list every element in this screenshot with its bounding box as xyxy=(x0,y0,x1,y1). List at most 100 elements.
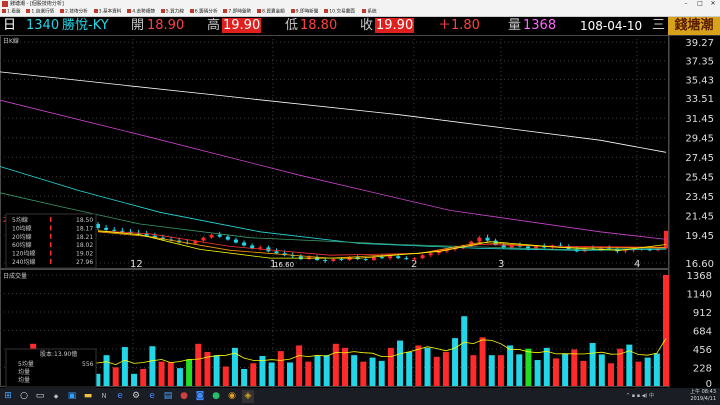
menu-item-9[interactable]: 9.即時新聞 xyxy=(290,9,318,16)
volume-bar xyxy=(277,351,284,386)
ma-legend-name: 20均線 xyxy=(12,233,32,241)
candle-body xyxy=(209,234,214,238)
settings-icon[interactable]: ⚙ xyxy=(131,391,141,401)
volume-bar xyxy=(305,361,312,386)
volume-bar xyxy=(204,351,211,386)
menu-item-10[interactable]: 10.交易畫面 xyxy=(324,9,355,16)
line-icon[interactable]: ● xyxy=(212,391,220,401)
candle-body xyxy=(258,247,263,249)
quote-bar: 日 1340 勝悅-KY 開 18.90 高 19.90 低 18.80 收 1… xyxy=(0,17,720,36)
candle-body xyxy=(526,246,531,250)
candle-body xyxy=(104,227,109,230)
price-change: ＋1.80 xyxy=(438,18,480,33)
windows-start-icon[interactable]: ⊞ xyxy=(4,391,12,401)
menu-item-label: 10.交易畫面 xyxy=(329,9,355,15)
app-ie-icon[interactable]: ◆ xyxy=(53,393,59,400)
qiantangchao-taskbar-icon[interactable]: ◈ xyxy=(242,390,254,403)
volume-bar xyxy=(149,346,156,386)
volume-bar xyxy=(140,368,147,386)
volume-bar xyxy=(598,354,605,386)
menu-item-icon xyxy=(223,9,228,13)
close-value-text: 19.90 xyxy=(375,18,415,33)
close-button[interactable]: ✕ xyxy=(710,0,716,7)
volume-panel-title: 日成交量 xyxy=(3,272,27,280)
system-tray-icons[interactable]: ^ ▪ ▪ ◀) 中 xyxy=(625,393,655,399)
menu-item-icon xyxy=(26,9,31,13)
low-value: 18.80 xyxy=(300,18,338,33)
folder-icon[interactable]: ▬ xyxy=(83,391,93,401)
menu-item-7[interactable]: 7.即時盤勢 xyxy=(223,9,251,16)
menu-item-4[interactable]: 4.走勢細節 xyxy=(127,9,155,16)
volume-bar xyxy=(488,355,495,386)
menu-item-label: 1.看盤 xyxy=(7,9,21,15)
volume-bar xyxy=(250,363,257,386)
clock-time: 上午 08:43 xyxy=(690,389,716,395)
menu-item-3[interactable]: 3.基本資料 xyxy=(93,9,122,16)
ma-legend-name: 10均線 xyxy=(12,224,32,232)
file-explorer-icon[interactable]: ▣ xyxy=(67,391,77,401)
clock[interactable]: 上午 08:43 2019/4/11 xyxy=(690,389,716,403)
price-axis-label: 27.45 xyxy=(685,153,714,164)
volume-bar xyxy=(452,338,459,386)
menu-item-icon xyxy=(93,9,98,13)
volume-bar xyxy=(543,347,550,386)
candle-body xyxy=(250,245,255,249)
menu-item-label: 8.買賣金額 xyxy=(262,9,285,15)
search-icon[interactable]: ○ xyxy=(20,391,28,401)
volume-bar xyxy=(360,361,367,386)
stock-code[interactable]: 1340 xyxy=(26,18,60,33)
candle-body xyxy=(298,256,303,260)
media-icon[interactable]: ● xyxy=(180,391,188,401)
ma-legend-arrow xyxy=(50,225,52,231)
weekday: 三 xyxy=(652,18,666,33)
period-label[interactable]: 日 xyxy=(3,18,17,33)
edge-icon[interactable]: e xyxy=(117,391,123,401)
app-icon-1[interactable]: N xyxy=(101,392,107,400)
menu-item-label: 6.籌碼分析 xyxy=(194,9,218,15)
stock-name[interactable]: 勝悅-KY xyxy=(62,18,109,33)
high-label: 高 xyxy=(207,18,221,33)
menu-item-label: 3.基本資料 xyxy=(98,9,122,15)
volume-bar xyxy=(314,355,321,386)
volume-legend-name: 均量 xyxy=(18,376,30,384)
volume-legend-name: 5均量 xyxy=(18,360,34,368)
menu-item-2[interactable]: 2.技術分析 xyxy=(60,9,88,16)
candle-body xyxy=(201,237,206,241)
candle-body xyxy=(242,242,247,246)
volume-bar xyxy=(186,359,193,386)
maximize-button[interactable]: □ xyxy=(697,0,703,7)
candle-body xyxy=(517,245,522,247)
chrome-icon[interactable]: ◉ xyxy=(228,391,236,401)
date-axis-label: 3 xyxy=(498,259,504,270)
candle-body xyxy=(599,247,604,250)
window-titlebar: 錢塘潮 - [個股技術分析] – □ ✕ xyxy=(0,0,720,8)
menu-item-icon xyxy=(160,9,165,13)
volume-bar xyxy=(94,373,101,386)
ie-icon[interactable]: e xyxy=(149,391,155,401)
ma-legend-name: 120均線 xyxy=(12,250,35,258)
volume-bar xyxy=(534,360,541,386)
menu-item-0[interactable]: 1.看盤 xyxy=(2,9,21,16)
volume-bar xyxy=(644,357,651,386)
volume-axis-label: 228 xyxy=(693,364,712,375)
menu-item-8[interactable]: 8.買賣金額 xyxy=(257,9,285,16)
menu-item-1[interactable]: 1.自選行情 xyxy=(26,9,54,16)
photos-icon[interactable]: ◙ xyxy=(195,391,205,401)
volume-bar xyxy=(470,355,477,386)
menu-item-5[interactable]: 5.買力線 xyxy=(160,9,184,16)
store-icon[interactable]: ▤ xyxy=(163,391,173,401)
volume-bar xyxy=(415,345,422,386)
volume-bar xyxy=(286,362,293,386)
menu-item-6[interactable]: 6.籌碼分析 xyxy=(189,9,218,16)
minimize-button[interactable]: – xyxy=(684,0,688,7)
ma-legend-name: 5均線 xyxy=(12,216,28,224)
volume-bar xyxy=(241,368,248,386)
candle-body xyxy=(404,258,409,260)
volume-bar xyxy=(332,343,339,386)
menu-item-11[interactable]: 系統 xyxy=(362,9,377,16)
volume-label: 量 xyxy=(508,18,522,33)
task-view-icon[interactable]: ▭ xyxy=(35,391,45,401)
volume-bar xyxy=(626,344,633,386)
candle-body xyxy=(509,245,514,248)
volume-bar xyxy=(369,357,376,386)
